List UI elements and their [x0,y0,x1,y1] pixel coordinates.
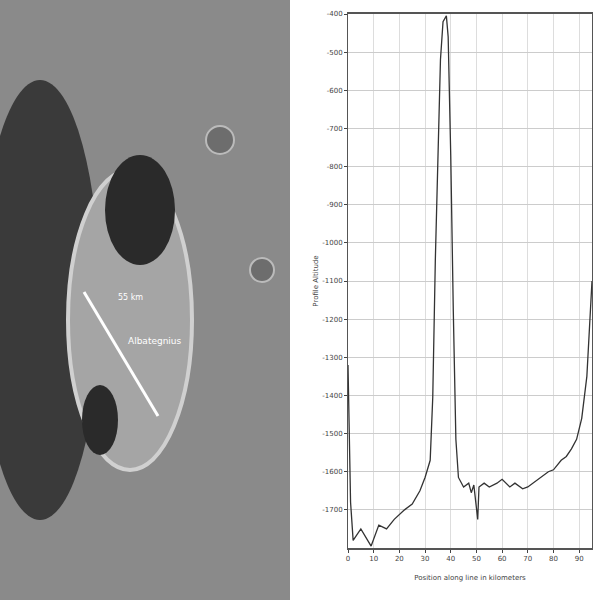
svg-text:20: 20 [395,555,404,563]
svg-text:-1200: -1200 [322,316,342,324]
svg-text:-1000: -1000 [322,239,342,247]
svg-text:-1100: -1100 [322,277,342,285]
svg-text:60: 60 [498,555,507,563]
svg-text:10: 10 [369,555,378,563]
svg-text:-1500: -1500 [322,430,342,438]
svg-text:-1700: -1700 [322,506,342,514]
svg-text:80: 80 [549,555,558,563]
svg-text:40: 40 [446,555,455,563]
svg-text:-1300: -1300 [322,354,342,362]
svg-text:-800: -800 [327,163,343,171]
svg-text:70: 70 [523,555,532,563]
svg-text:-700: -700 [327,125,343,133]
svg-text:90: 90 [575,555,584,563]
svg-text:-500: -500 [327,49,343,57]
svg-text:-1400: -1400 [322,392,342,400]
svg-text:55 km: 55 km [118,293,143,302]
svg-text:30: 30 [421,555,430,563]
svg-text:-600: -600 [327,87,343,95]
svg-text:-900: -900 [327,201,343,209]
svg-text:Profile Altitude: Profile Altitude [312,255,320,306]
svg-text:50: 50 [472,555,481,563]
svg-text:Albategnius: Albategnius [128,336,182,346]
svg-text:0: 0 [346,555,350,563]
svg-text:-400: -400 [327,10,343,18]
svg-text:Position along line in kilomet: Position along line in kilometers [414,574,526,582]
svg-text:-1600: -1600 [322,468,342,476]
